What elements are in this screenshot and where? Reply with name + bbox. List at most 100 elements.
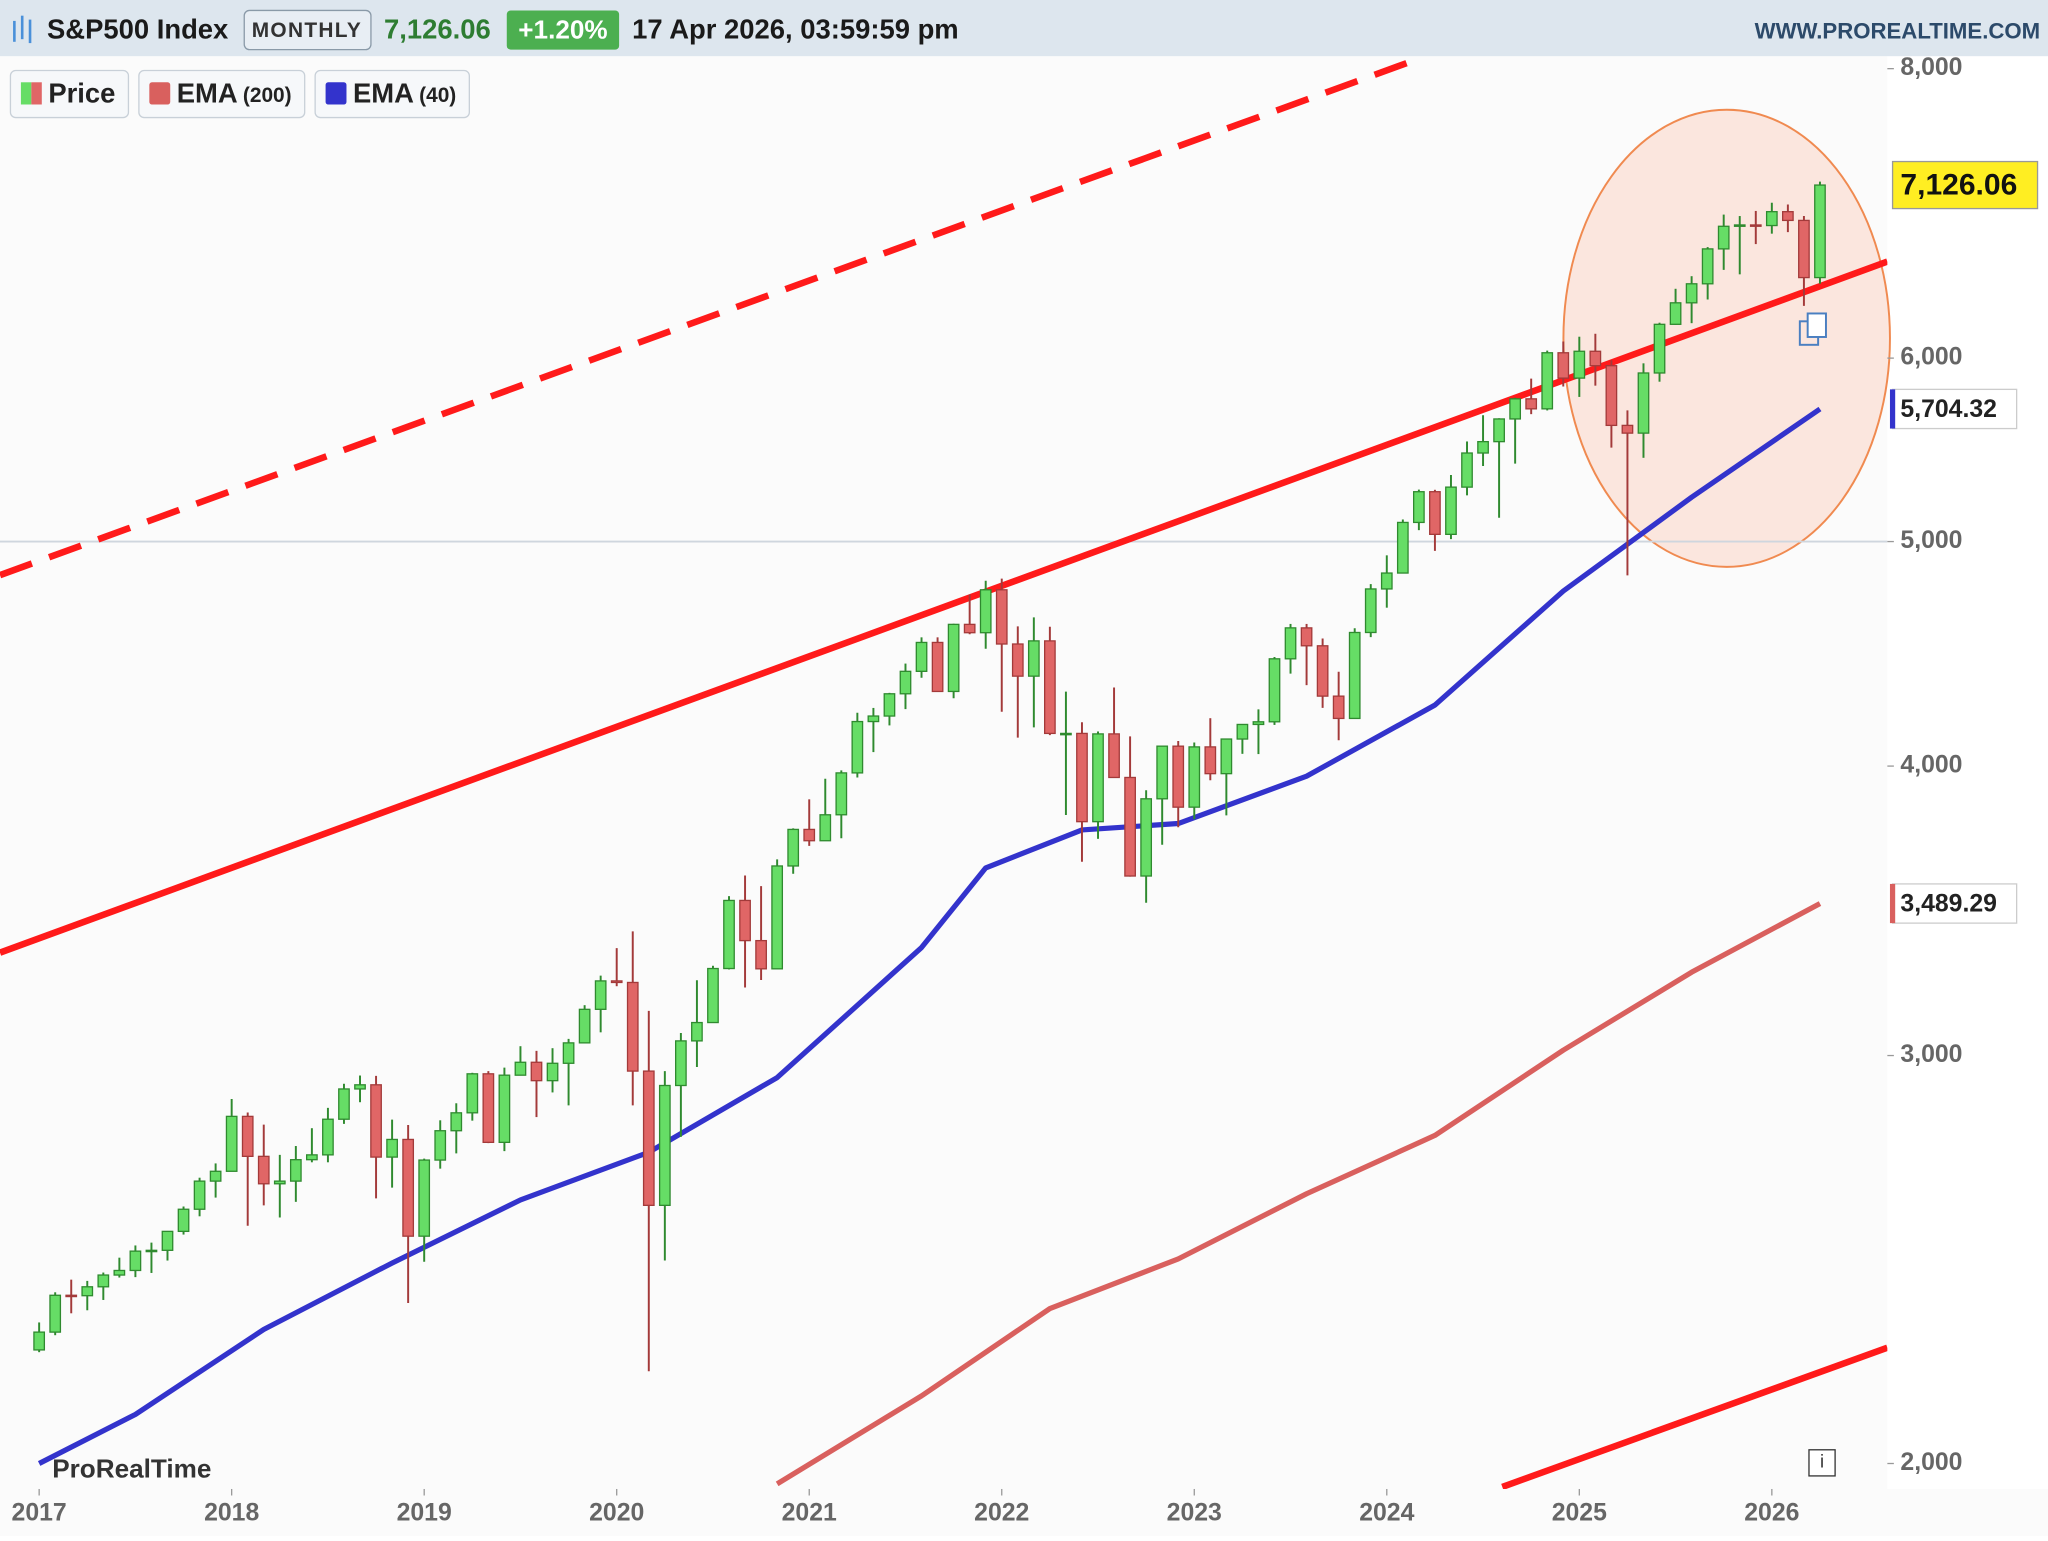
candle-body bbox=[1092, 733, 1104, 823]
y-tick-label: 3,000 bbox=[1900, 1041, 1962, 1068]
plot-area bbox=[0, 56, 1888, 1489]
candle-body bbox=[209, 1170, 222, 1182]
logo-icon bbox=[13, 15, 32, 44]
candle-body bbox=[113, 1269, 126, 1276]
candle-body bbox=[129, 1250, 142, 1272]
candle-body bbox=[594, 980, 607, 1010]
x-tick-label: 2026 bbox=[1744, 1499, 1799, 1526]
candle-body bbox=[1380, 572, 1393, 590]
trend-line bbox=[0, 258, 1888, 956]
candle-body bbox=[931, 641, 944, 693]
candle-body bbox=[49, 1294, 62, 1333]
legend-entry[interactable]: EMA (40) bbox=[314, 69, 470, 119]
candle-body bbox=[434, 1130, 447, 1161]
header-datetime: 17 Apr 2026, 03:59:59 pm bbox=[632, 14, 959, 45]
candle-body bbox=[386, 1138, 398, 1158]
candle-body bbox=[1236, 723, 1249, 740]
candle-body bbox=[1060, 732, 1072, 736]
candle-body bbox=[1364, 588, 1377, 634]
legend-swatch bbox=[31, 82, 42, 105]
candle-body bbox=[578, 1008, 591, 1044]
y-tick-label: 6,000 bbox=[1900, 344, 1962, 371]
x-tick-label: 2023 bbox=[1167, 1499, 1222, 1526]
candle-body bbox=[803, 828, 816, 842]
note-icon[interactable] bbox=[1798, 312, 1827, 346]
candle-body bbox=[787, 828, 800, 867]
candle-body bbox=[1188, 746, 1201, 808]
candle-body bbox=[883, 693, 896, 717]
candle-body bbox=[306, 1154, 318, 1161]
candle-body bbox=[530, 1061, 543, 1082]
x-tick-label: 2022 bbox=[974, 1499, 1029, 1526]
candle-body bbox=[81, 1286, 94, 1297]
candle-body bbox=[835, 772, 848, 816]
legend-entry[interactable]: EMA (200) bbox=[138, 69, 306, 119]
candle-body bbox=[915, 641, 928, 672]
candle-body bbox=[1172, 745, 1185, 808]
candle-body bbox=[1573, 350, 1586, 379]
legend-swatch bbox=[20, 82, 32, 105]
legend-entry[interactable]: Price bbox=[9, 69, 130, 119]
highlight-ellipse bbox=[1562, 108, 1891, 568]
candle-body bbox=[370, 1084, 382, 1158]
candle-body bbox=[1268, 658, 1281, 723]
y-tick-label: 8,000 bbox=[1900, 54, 1962, 81]
candle-body bbox=[1316, 645, 1329, 697]
legend-period: (40) bbox=[419, 84, 456, 107]
candle-body bbox=[1733, 224, 1746, 227]
candle-body bbox=[1108, 733, 1120, 779]
candle-body bbox=[707, 967, 719, 1024]
x-tick-label: 2019 bbox=[397, 1499, 452, 1526]
candle-body bbox=[1685, 283, 1698, 304]
candle-body bbox=[963, 623, 976, 634]
candle-body bbox=[1429, 491, 1441, 535]
period-badge[interactable] bbox=[243, 9, 372, 51]
candle-body bbox=[1493, 418, 1505, 443]
candle-body bbox=[739, 899, 751, 942]
trend-line bbox=[1501, 1344, 1888, 1489]
candle-body bbox=[1348, 631, 1361, 720]
candle-body bbox=[1557, 352, 1570, 379]
candle-body bbox=[241, 1115, 254, 1157]
candle-body bbox=[1284, 627, 1297, 660]
last-price-label: 7,126.06 bbox=[1900, 168, 2017, 201]
candle-body bbox=[418, 1159, 431, 1237]
x-tick-label: 2018 bbox=[204, 1499, 259, 1526]
candle-body bbox=[755, 939, 767, 970]
candle-body bbox=[273, 1180, 286, 1185]
candle-body bbox=[322, 1118, 334, 1156]
last-price-box bbox=[1891, 160, 2039, 210]
candle-body bbox=[1204, 746, 1217, 775]
candle-body bbox=[1605, 365, 1618, 427]
candle-body bbox=[1252, 721, 1265, 726]
last-value-box bbox=[1891, 883, 2018, 924]
y-tick-label: 5,000 bbox=[1900, 527, 1962, 554]
candle-body bbox=[546, 1062, 559, 1082]
candle-body bbox=[161, 1230, 174, 1251]
candle-body bbox=[1396, 521, 1409, 574]
candle-body bbox=[1621, 424, 1634, 434]
candle-body bbox=[193, 1180, 206, 1210]
info-button[interactable] bbox=[1808, 1449, 1836, 1477]
x-tick-label: 2017 bbox=[12, 1499, 67, 1526]
candle-body bbox=[498, 1074, 511, 1144]
candle-body bbox=[819, 814, 832, 842]
candle-body bbox=[626, 981, 639, 1072]
change-badge bbox=[506, 10, 620, 50]
candle-body bbox=[1027, 640, 1040, 677]
candle-body bbox=[1140, 798, 1153, 877]
info-icon: i bbox=[1820, 1451, 1824, 1472]
candle-body bbox=[1076, 732, 1088, 823]
candle-body bbox=[723, 899, 735, 970]
candle-body bbox=[450, 1112, 463, 1132]
candle-body bbox=[1798, 219, 1810, 279]
candle-body bbox=[1156, 745, 1169, 800]
candle-body bbox=[177, 1208, 190, 1233]
candle-body bbox=[257, 1155, 270, 1185]
candle-body bbox=[1749, 224, 1762, 227]
legend-box bbox=[314, 69, 470, 119]
candle-body bbox=[289, 1159, 302, 1182]
candle-body bbox=[610, 980, 623, 984]
last-value-label: 5,704.32 bbox=[1900, 396, 1997, 423]
candle-body bbox=[1044, 640, 1056, 735]
